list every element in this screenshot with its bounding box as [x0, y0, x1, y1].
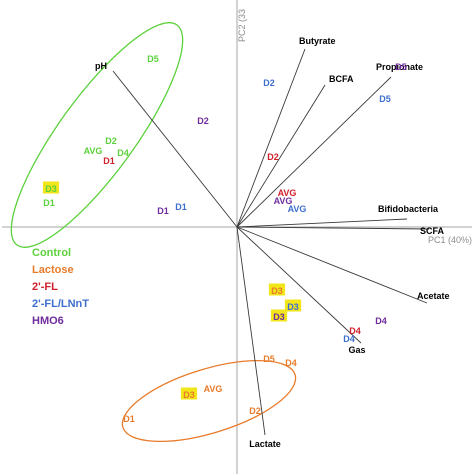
score-2-fl-d1: D1	[103, 156, 115, 166]
score-2-fl-d4: D4	[349, 326, 361, 336]
loading-line-gas	[236, 226, 362, 344]
loading-label-bcfa: BCFA	[329, 74, 354, 84]
score-control-d5: D5	[147, 54, 159, 64]
score-hmo6-d4: D4	[375, 316, 387, 326]
score-highlight-lactose-d3	[268, 283, 286, 296]
loading-label-butyrate: Butyrate	[299, 36, 336, 46]
loading-line-acetate	[236, 226, 428, 304]
lactose-ellipse	[121, 359, 297, 443]
score-2-fl-lnnt-d2: D2	[263, 78, 275, 88]
score-2-fl-lnnt-d3: D3	[287, 302, 299, 312]
loading-label-lactate: Lactate	[249, 439, 281, 449]
score-hmo6-d1: D1	[157, 206, 169, 216]
loading-line-butyrate	[236, 48, 306, 228]
score-lactose-d4: D4	[285, 358, 297, 368]
legend-item-2-fl: 2'-FL	[32, 281, 58, 293]
score-control-d4: D4	[117, 148, 129, 158]
score-highlight-hmo6-d3	[270, 309, 288, 322]
score-2-fl-d2: D2	[267, 152, 279, 162]
score-lactose-d3: D3	[183, 390, 195, 400]
score-hmo6-d3: D3	[273, 312, 285, 322]
loading-label-propionate: Propionate	[376, 62, 423, 72]
loading-line-scfa	[236, 226, 430, 230]
score-highlight-lactose-d3	[180, 387, 198, 400]
loading-label-acetate: Acetate	[417, 291, 450, 301]
loading-label-gas: Gas	[348, 345, 365, 355]
score-lactose-d2: D2	[249, 406, 261, 416]
loading-line-bcfa	[236, 84, 326, 228]
variable-loadings: pH Butyrate BCFA Propionate Bifidobacteria SC…	[95, 36, 450, 449]
legend-item-2-fl-lnnt: 2'-FL/LNnT	[32, 298, 89, 310]
score-lactose-d5: D5	[263, 354, 275, 364]
score-2-fl-lnnt-d5: D5	[379, 94, 391, 104]
score-lactose-d3: D3	[271, 286, 283, 296]
pc1-axis-label: PC1 (40%)	[428, 235, 472, 245]
control-ellipse	[10, 22, 184, 248]
loading-label-ph: pH	[95, 61, 107, 71]
score-highlight-2-fl-lnnt-d3	[284, 299, 302, 312]
score-lactose-avg: AVG	[204, 384, 223, 394]
loading-label-bifidobacteria: Bifidobacteria	[378, 204, 439, 214]
score-control-avg: AVG	[84, 146, 103, 156]
score-control-d1: D1	[43, 198, 55, 208]
pc2-axis-label: PC2 (33	[237, 9, 247, 42]
score-control-d2: D2	[105, 136, 117, 146]
score-2-fl-lnnt-d4: D4	[343, 334, 355, 344]
loading-line-ph	[112, 70, 238, 228]
legend-item-lactose: Lactose	[32, 264, 74, 276]
legend-item-control: Control	[32, 247, 71, 259]
loading-line-bifidobacteria	[236, 218, 408, 228]
group-ellipses	[10, 22, 297, 443]
legend-item-hmo6: HMO6	[32, 315, 64, 327]
loading-label-scfa: SCFA	[420, 226, 445, 236]
score-hmo6-d2: D2	[197, 116, 209, 126]
legend: Control Lactose 2'-FL 2'-FL/LNnT HMO6	[32, 247, 89, 327]
loading-line-lactate	[236, 226, 266, 436]
score-lactose-d1: D1	[123, 414, 135, 424]
score-hmo6-d5: D5	[395, 62, 407, 72]
score-2-fl-lnnt-avg: AVG	[288, 204, 307, 214]
loading-line-propionate	[236, 76, 392, 228]
score-hmo6-avg: AVG	[274, 196, 293, 206]
score-2-fl-avg: AVG	[278, 188, 297, 198]
score-control-d3: D3	[45, 184, 57, 194]
score-2-fl-lnnt-d1: D1	[175, 202, 187, 212]
score-highlight-control-d3	[42, 181, 60, 194]
